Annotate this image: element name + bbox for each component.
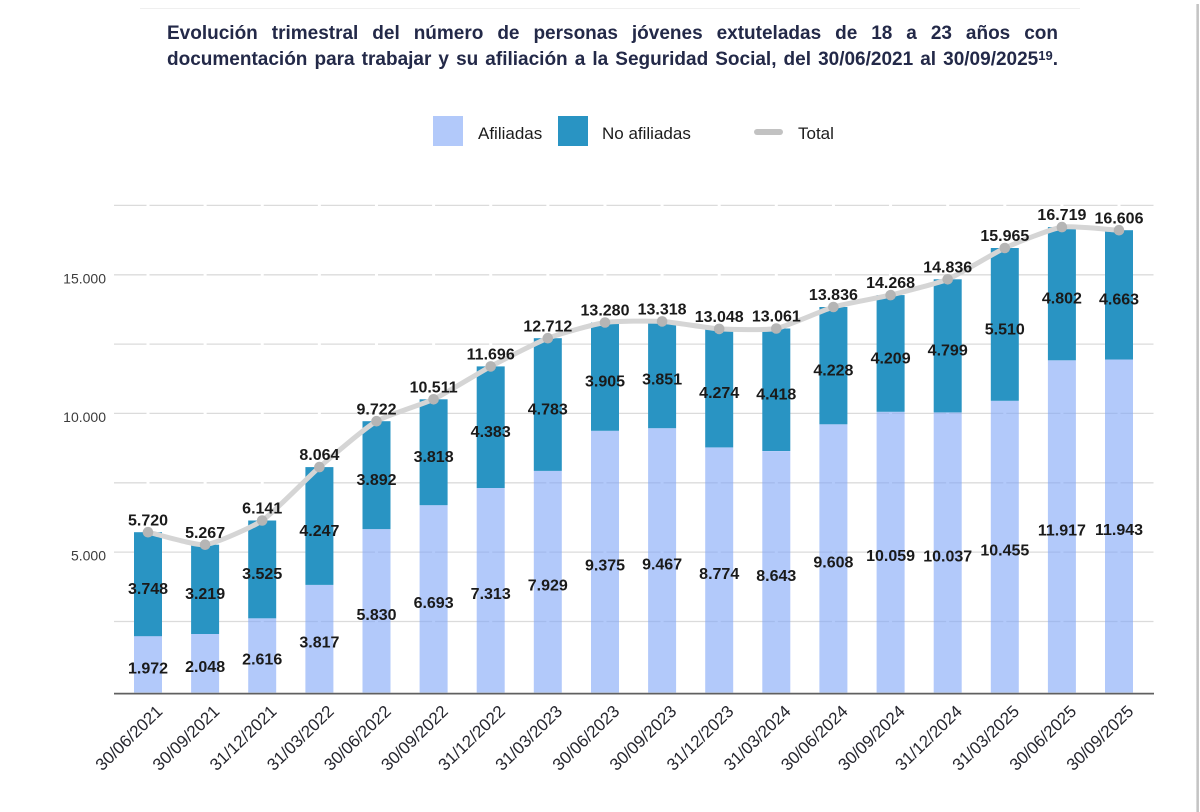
svg-text:9.467: 9.467 bbox=[642, 556, 682, 573]
svg-text:3.892: 3.892 bbox=[356, 472, 396, 489]
svg-text:5.720: 5.720 bbox=[128, 512, 168, 529]
svg-text:1.972: 1.972 bbox=[128, 660, 168, 677]
svg-text:4.802: 4.802 bbox=[1042, 291, 1082, 308]
svg-text:4.228: 4.228 bbox=[813, 363, 853, 380]
svg-text:13.318: 13.318 bbox=[638, 302, 687, 319]
svg-text:3.817: 3.817 bbox=[299, 635, 339, 652]
svg-text:13.280: 13.280 bbox=[581, 303, 630, 320]
svg-text:8.064: 8.064 bbox=[299, 447, 339, 464]
svg-text:5.000: 5.000 bbox=[71, 548, 106, 564]
svg-text:9.722: 9.722 bbox=[356, 401, 396, 418]
svg-text:3.219: 3.219 bbox=[185, 586, 225, 603]
svg-text:11.917: 11.917 bbox=[1038, 522, 1086, 539]
svg-text:5.830: 5.830 bbox=[356, 607, 396, 624]
svg-text:3.851: 3.851 bbox=[642, 372, 682, 389]
svg-text:6.141: 6.141 bbox=[242, 501, 282, 518]
svg-text:15.965: 15.965 bbox=[980, 228, 1029, 245]
svg-text:4.209: 4.209 bbox=[871, 350, 911, 367]
svg-text:13.061: 13.061 bbox=[752, 309, 801, 326]
svg-text:14.836: 14.836 bbox=[923, 259, 972, 276]
svg-text:2.616: 2.616 bbox=[242, 651, 282, 668]
svg-text:11.696: 11.696 bbox=[467, 347, 515, 364]
svg-text:7.313: 7.313 bbox=[471, 586, 511, 603]
svg-text:14.268: 14.268 bbox=[866, 275, 915, 292]
svg-text:16.606: 16.606 bbox=[1095, 210, 1144, 227]
svg-text:4.418: 4.418 bbox=[756, 387, 796, 404]
svg-text:9.375: 9.375 bbox=[585, 558, 625, 575]
svg-text:15.000: 15.000 bbox=[63, 270, 106, 286]
svg-text:7.929: 7.929 bbox=[528, 578, 568, 595]
svg-text:4.247: 4.247 bbox=[299, 523, 339, 540]
svg-text:3.748: 3.748 bbox=[128, 581, 168, 598]
svg-text:4.799: 4.799 bbox=[928, 343, 968, 360]
svg-text:4.663: 4.663 bbox=[1099, 292, 1139, 309]
svg-text:16.719: 16.719 bbox=[1037, 207, 1086, 224]
svg-text:8.774: 8.774 bbox=[699, 566, 739, 583]
svg-text:4.383: 4.383 bbox=[471, 424, 511, 441]
svg-text:5.510: 5.510 bbox=[985, 321, 1025, 338]
svg-text:9.608: 9.608 bbox=[813, 554, 853, 571]
svg-text:10.511: 10.511 bbox=[410, 379, 458, 396]
svg-text:13.836: 13.836 bbox=[809, 287, 858, 304]
svg-text:5.267: 5.267 bbox=[185, 525, 225, 542]
svg-text:10.000: 10.000 bbox=[63, 409, 106, 425]
svg-text:6.693: 6.693 bbox=[414, 595, 454, 612]
svg-text:3.525: 3.525 bbox=[242, 566, 282, 583]
svg-text:8.643: 8.643 bbox=[756, 568, 796, 585]
svg-text:3.905: 3.905 bbox=[585, 374, 625, 391]
svg-text:12.712: 12.712 bbox=[523, 318, 572, 335]
svg-text:2.048: 2.048 bbox=[185, 659, 225, 676]
svg-text:13.048: 13.048 bbox=[695, 309, 744, 326]
svg-text:10.059: 10.059 bbox=[866, 548, 915, 565]
svg-text:4.274: 4.274 bbox=[699, 385, 739, 402]
svg-text:11.943: 11.943 bbox=[1095, 522, 1143, 539]
svg-text:4.783: 4.783 bbox=[528, 401, 568, 418]
svg-text:10.037: 10.037 bbox=[923, 549, 972, 566]
svg-text:10.455: 10.455 bbox=[980, 543, 1029, 560]
svg-text:3.818: 3.818 bbox=[414, 449, 454, 466]
